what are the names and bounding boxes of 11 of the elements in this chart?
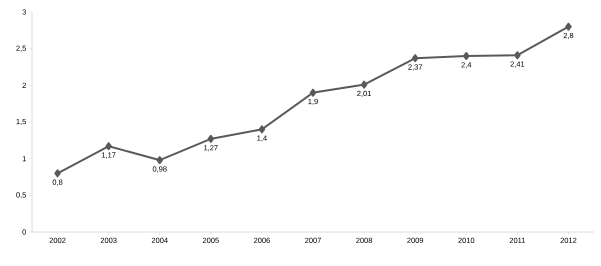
- point: [208, 134, 214, 143]
- point: [105, 142, 112, 150]
- point: [565, 22, 572, 31]
- point: [514, 51, 521, 60]
- point: [310, 88, 316, 97]
- point: [360, 80, 368, 89]
- point: [463, 52, 470, 60]
- point: [156, 156, 163, 164]
- point: [412, 54, 418, 62]
- point: [258, 125, 266, 134]
- point: [54, 169, 61, 178]
